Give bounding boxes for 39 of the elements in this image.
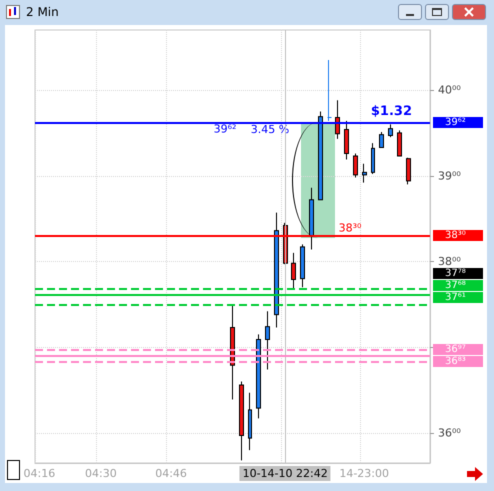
y-tick-label: 40⁰⁰	[438, 84, 462, 97]
candlestick	[318, 110, 323, 200]
candlestick	[291, 252, 296, 290]
y-tick-label: 38⁰⁰	[438, 255, 462, 268]
candlestick	[327, 60, 332, 122]
text: 38³⁰	[433, 230, 483, 242]
candlestick	[274, 212, 279, 328]
ref-line-label: 36⁸³	[433, 356, 483, 368]
candlestick	[256, 334, 261, 419]
x-tick-label: 04:46	[155, 467, 187, 480]
text: 39⁶²	[433, 117, 483, 128]
candlestick	[362, 163, 367, 184]
ref-line-label: 37⁶⁸	[433, 280, 483, 292]
text: 37⁷⁸	[433, 268, 483, 278]
chart-title: 2 Min	[26, 5, 59, 19]
candlestick	[309, 187, 314, 250]
annotation: $1.32	[370, 104, 412, 120]
candlestick	[353, 152, 358, 178]
candlestick	[248, 392, 252, 451]
ref-line-label: 39⁶²	[214, 122, 236, 136]
candlestick	[300, 244, 305, 288]
candlestick	[379, 132, 384, 148]
candlestick	[335, 100, 340, 140]
ref-line-label: 38³⁰	[338, 222, 362, 234]
candlestick	[265, 310, 270, 370]
x-tick-label: 14-23:00	[339, 467, 390, 480]
x-tick-label: 04:30	[84, 467, 117, 480]
ref-line-label: 37⁶¹	[433, 292, 483, 304]
y-tick-label: 39⁰⁰	[438, 169, 462, 182]
x-tick-label: 10-14-10 22:42	[240, 466, 331, 481]
candlestick	[397, 130, 402, 157]
y-tick-label: 36⁰⁰	[438, 426, 462, 440]
candlestick	[388, 124, 393, 138]
x-tick-label: 04:16	[24, 467, 56, 480]
candlestick	[239, 381, 244, 461]
ref-line-label: 36⁹⁷	[433, 344, 483, 356]
candlestick	[371, 142, 375, 175]
candlestick	[406, 157, 411, 185]
candlestick	[344, 120, 349, 160]
